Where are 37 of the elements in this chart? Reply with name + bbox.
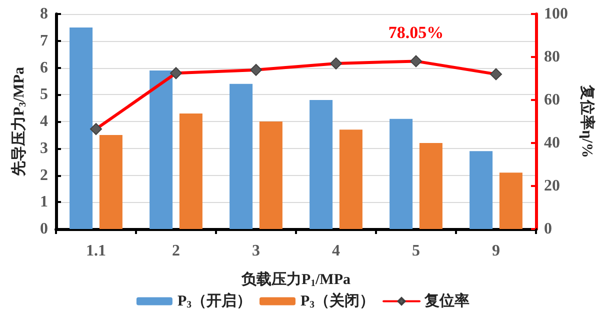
- legend-label: 复位率: [424, 291, 470, 310]
- x-tick-label: 4: [332, 242, 340, 260]
- y2-tick-label: 0: [544, 220, 552, 238]
- bar: [259, 122, 282, 229]
- y-tick-label: 0: [40, 220, 48, 238]
- x-tick-label: 9: [492, 242, 500, 260]
- y-tick-label: 1: [40, 194, 48, 211]
- bar: [499, 172, 522, 229]
- y2-tick-label: 20: [544, 178, 560, 194]
- y-tick-label: 4: [40, 113, 48, 130]
- y2-tick-label: 80: [544, 48, 560, 66]
- x-tick-label: 1.1: [86, 242, 106, 260]
- y-axis-title: 先导压力P3/MPa: [10, 66, 28, 178]
- y-tick-label: 7: [40, 32, 48, 50]
- bar: [179, 113, 202, 229]
- y-tick-label: 5: [40, 86, 48, 104]
- data-label: 78.05%: [388, 23, 444, 42]
- bar: [150, 70, 173, 229]
- bar: [99, 134, 122, 229]
- y-tick-label: 2: [40, 166, 48, 184]
- y2-tick-label: 100: [544, 6, 568, 22]
- bar: [470, 151, 493, 229]
- y2-tick-label: 40: [544, 134, 560, 152]
- bar: [390, 118, 413, 229]
- x-tick-label: 3: [252, 242, 260, 260]
- y2-axis-title: 复位率η/%: [578, 84, 596, 158]
- bar: [230, 84, 253, 229]
- y-tick-label: 8: [40, 6, 48, 22]
- y-tick-label: 3: [40, 140, 48, 157]
- y2-tick-label: 60: [544, 92, 560, 108]
- bar: [70, 27, 93, 229]
- bar: [310, 100, 333, 229]
- bar: [339, 130, 362, 229]
- bar: [419, 143, 442, 229]
- y-tick-label: 6: [40, 59, 48, 76]
- x-tick-label: 2: [172, 242, 180, 260]
- x-tick-label: 5: [412, 242, 420, 260]
